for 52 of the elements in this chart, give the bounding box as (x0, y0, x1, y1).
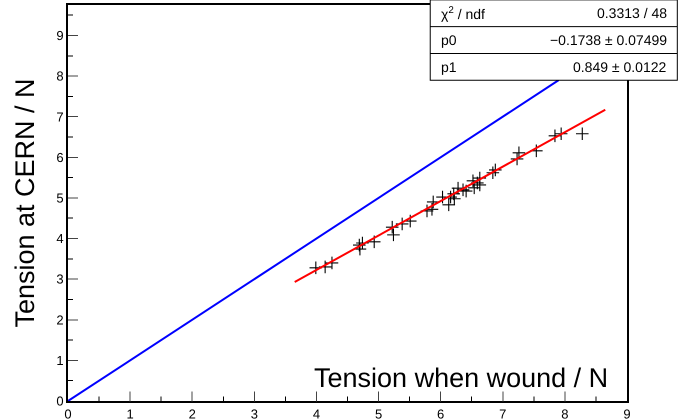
y-tick-label: 9 (56, 28, 64, 44)
y-tick-label: 7 (56, 109, 64, 124)
y-tick-label: 8 (56, 68, 64, 84)
annotation: p1 (441, 59, 457, 75)
x-tick-label: 5 (374, 406, 382, 419)
annotation: 0.849 ± 0.0122 (573, 59, 667, 75)
point (420, 204, 434, 218)
x-tick-label: 0 (64, 406, 72, 419)
y-axis-title: Tension at CERN / N (10, 78, 40, 328)
point (426, 195, 440, 209)
x-tick-label: 2 (188, 406, 196, 419)
annotation: −0.1738 ± 0.07499 (550, 32, 668, 48)
point (353, 242, 367, 256)
x-tick-label: 8 (561, 406, 569, 419)
point (548, 128, 562, 143)
point (488, 163, 502, 177)
y-tick-label: 5 (56, 190, 64, 206)
point (456, 182, 470, 197)
point (554, 126, 568, 141)
y-tick-label: 2 (56, 312, 64, 328)
y-tick-label: 1 (56, 352, 64, 368)
x-tick-label: 3 (250, 406, 258, 419)
point (318, 260, 332, 274)
point (467, 180, 482, 195)
y-tick-label: 3 (56, 272, 64, 287)
annotation: 0.3313 / 48 (597, 5, 668, 21)
x-tick-label: 7 (499, 406, 506, 419)
point (356, 236, 370, 250)
y-tick-label: 0 (56, 394, 64, 409)
point (308, 260, 323, 275)
point (470, 176, 484, 190)
point (575, 126, 590, 141)
x-tick-label: 9 (623, 406, 631, 419)
annotation: χ$^{2}$ / ndf (441, 5, 486, 22)
point (367, 234, 382, 249)
x-tick-label: 6 (437, 406, 444, 419)
x-axis-title: Tension when wound / N (314, 363, 608, 393)
point (486, 166, 500, 180)
point (386, 228, 400, 242)
y-tick-label: 6 (56, 150, 64, 165)
x-tick-label: 4 (312, 406, 320, 419)
point (325, 256, 339, 270)
point (352, 238, 366, 252)
point (459, 184, 473, 198)
point (385, 220, 400, 234)
point (446, 187, 461, 201)
point (444, 190, 458, 204)
y-tick-label: 4 (56, 231, 64, 246)
point (510, 152, 524, 166)
point (395, 217, 410, 231)
annotation: p0 (441, 32, 457, 48)
x-tick-label: 1 (126, 406, 134, 419)
